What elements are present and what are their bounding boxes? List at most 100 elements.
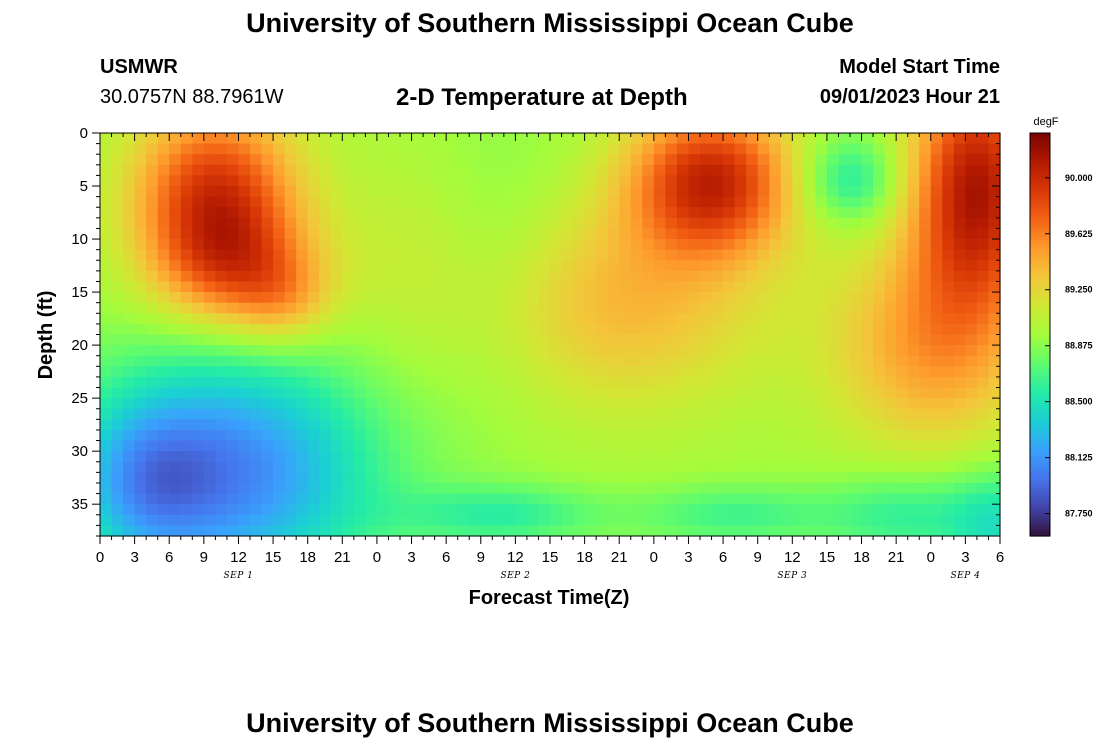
heatmap-cell (192, 472, 205, 484)
heatmap-cell (307, 334, 320, 346)
heatmap-cell (353, 260, 366, 272)
heatmap-cell (365, 196, 378, 208)
heatmap-cell (988, 334, 1001, 346)
heatmap-cell (250, 451, 263, 463)
heatmap-cell (226, 514, 240, 526)
heatmap-cell (711, 376, 724, 389)
heatmap-cell (665, 133, 678, 145)
heatmap-cell (815, 482, 828, 495)
heatmap-cell (123, 366, 136, 378)
heatmap-cell (307, 249, 320, 261)
heatmap-cell (411, 260, 424, 272)
heatmap-cell (826, 408, 840, 420)
heatmap-cell (965, 355, 978, 367)
colorbar-segment (1030, 374, 1050, 379)
heatmap-cell (723, 270, 736, 283)
heatmap-cell (676, 482, 690, 495)
heatmap-cell (273, 143, 286, 155)
heatmap-cell (365, 461, 378, 473)
heatmap-cell (653, 440, 666, 452)
heatmap-cell (100, 408, 113, 420)
heatmap-cell (388, 419, 401, 431)
heatmap-cell (134, 440, 147, 452)
colorbar-segment (1030, 529, 1050, 534)
colorbar-segment (1030, 341, 1050, 346)
heatmap-cell (642, 302, 655, 314)
heatmap-cell (688, 217, 701, 230)
heatmap-cell (100, 345, 113, 357)
heatmap-cell (250, 186, 263, 198)
heatmap-cell (526, 154, 540, 166)
heatmap-cell (480, 133, 493, 145)
heatmap-cell (988, 217, 1001, 230)
heatmap-cell (919, 525, 932, 537)
heatmap-cell (596, 398, 609, 410)
heatmap-cell (319, 376, 332, 389)
colorbar-segment (1030, 227, 1050, 231)
heatmap-cell (180, 366, 193, 378)
heatmap-cell (688, 228, 701, 240)
heatmap-cell (723, 398, 736, 410)
heatmap-cell (976, 270, 990, 283)
heatmap-cell (630, 186, 643, 198)
heatmap-cell (561, 493, 574, 505)
heatmap-cell (642, 228, 655, 240)
heatmap-cell (700, 323, 713, 336)
heatmap-cell (157, 323, 170, 336)
heatmap-cell (411, 366, 424, 378)
heatmap-cell (815, 345, 828, 357)
heatmap-cell (665, 504, 678, 516)
colorbar-segment (1030, 146, 1050, 151)
heatmap-cell (284, 419, 297, 431)
heatmap-cell (919, 334, 932, 346)
heatmap-cell (942, 472, 955, 484)
heatmap-cell (157, 154, 170, 166)
heatmap-cell (792, 186, 805, 198)
heatmap-cell (711, 143, 724, 155)
heatmap-cell (653, 387, 666, 399)
heatmap-cell (688, 133, 701, 145)
heatmap-cell (953, 154, 966, 166)
heatmap-cell (850, 451, 863, 463)
heatmap-cell (238, 387, 251, 399)
heatmap-cell (711, 164, 724, 177)
heatmap-cell (757, 525, 770, 537)
heatmap-cell (700, 175, 713, 187)
heatmap-cell (353, 440, 366, 452)
heatmap-cell (250, 217, 263, 230)
heatmap-cell (561, 270, 574, 283)
heatmap-cell (746, 196, 759, 208)
colorbar-segment (1030, 203, 1050, 208)
heatmap-cell (861, 249, 874, 261)
heatmap-cell (919, 175, 932, 187)
heatmap-cell (469, 461, 482, 473)
heatmap-cell (607, 376, 620, 389)
heatmap-cell (238, 313, 251, 325)
heatmap-cell (157, 133, 170, 145)
heatmap-cell (873, 175, 886, 187)
heatmap-cell (723, 387, 736, 399)
heatmap-cell (434, 461, 447, 473)
x-date-label: SEP 2 (500, 571, 530, 581)
heatmap-cell (619, 175, 632, 187)
heatmap-cell (203, 196, 216, 208)
heatmap-cell (515, 313, 528, 325)
heatmap-cell (123, 313, 136, 325)
heatmap-cell (896, 493, 909, 505)
heatmap-cell (896, 440, 909, 452)
heatmap-cell (250, 419, 263, 431)
heatmap-cell (353, 482, 366, 495)
heatmap-cell (169, 164, 182, 177)
heatmap-cell (180, 493, 193, 505)
heatmap-cell (538, 408, 551, 420)
heatmap-cell (353, 175, 366, 187)
heatmap-cell (792, 196, 805, 208)
heatmap-cell (446, 302, 459, 314)
heatmap-cell (619, 408, 632, 420)
heatmap-cell (700, 451, 713, 463)
heatmap-cell (365, 249, 378, 261)
heatmap-cell (907, 133, 920, 145)
heatmap-cell (365, 482, 378, 495)
heatmap-cell (457, 239, 470, 251)
heatmap-cell (250, 207, 263, 219)
